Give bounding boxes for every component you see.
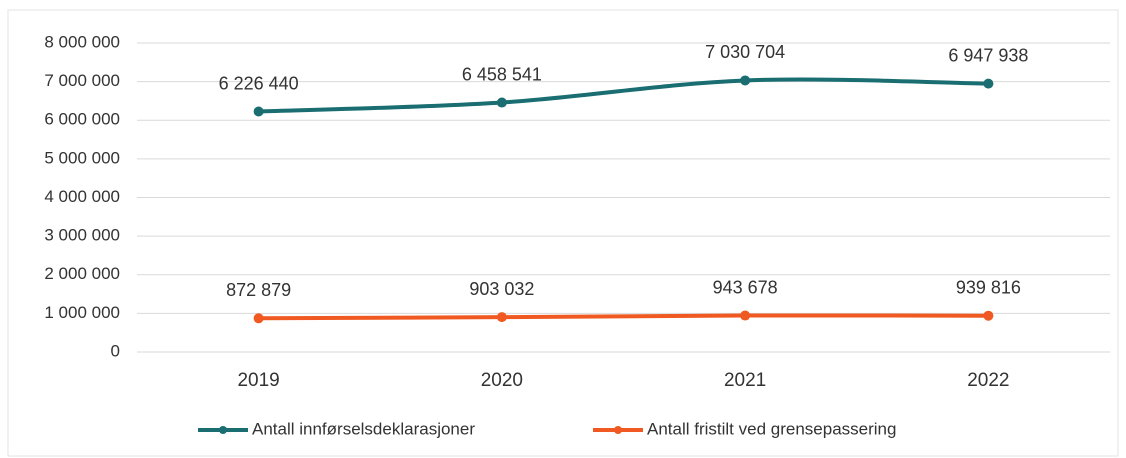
y-tick-label: 0 bbox=[111, 341, 120, 360]
y-tick-label: 5 000 000 bbox=[44, 148, 120, 167]
data-label: 6 226 440 bbox=[219, 73, 299, 93]
y-tick-label: 4 000 000 bbox=[44, 187, 120, 206]
data-point bbox=[253, 313, 264, 324]
data-label: 6 947 938 bbox=[948, 45, 1028, 65]
data-point bbox=[740, 310, 751, 321]
x-tick-label: 2019 bbox=[237, 370, 279, 391]
data-point bbox=[253, 106, 264, 117]
y-tick-label: 7 000 000 bbox=[44, 71, 120, 90]
y-tick-label: 6 000 000 bbox=[44, 110, 120, 129]
data-point bbox=[496, 312, 507, 323]
y-tick-label: 8 000 000 bbox=[44, 32, 120, 51]
legend-marker bbox=[219, 426, 227, 434]
x-tick-label: 2020 bbox=[481, 370, 523, 391]
data-point bbox=[740, 75, 751, 86]
x-tick-label: 2021 bbox=[724, 370, 766, 391]
data-point bbox=[983, 78, 994, 89]
y-tick-label: 1 000 000 bbox=[44, 303, 120, 322]
legend-label: Antall fristilt ved grensepassering bbox=[647, 419, 896, 438]
x-tick-label: 2022 bbox=[967, 370, 1009, 391]
data-point bbox=[496, 97, 507, 108]
series-line bbox=[258, 77, 989, 114]
legend-label: Antall innførselsdeklarasjoner bbox=[252, 419, 475, 438]
series-line bbox=[258, 313, 989, 321]
data-label: 872 879 bbox=[226, 280, 291, 300]
data-point bbox=[983, 310, 994, 321]
data-label: 6 458 541 bbox=[462, 64, 542, 84]
data-label: 7 030 704 bbox=[705, 42, 785, 62]
legend-marker bbox=[614, 426, 622, 434]
data-label: 903 032 bbox=[469, 279, 534, 299]
data-label: 943 678 bbox=[713, 277, 778, 297]
chart-frame bbox=[7, 9, 1119, 457]
data-label: 939 816 bbox=[956, 277, 1021, 297]
y-tick-label: 2 000 000 bbox=[44, 264, 120, 283]
y-tick-label: 3 000 000 bbox=[44, 226, 120, 245]
